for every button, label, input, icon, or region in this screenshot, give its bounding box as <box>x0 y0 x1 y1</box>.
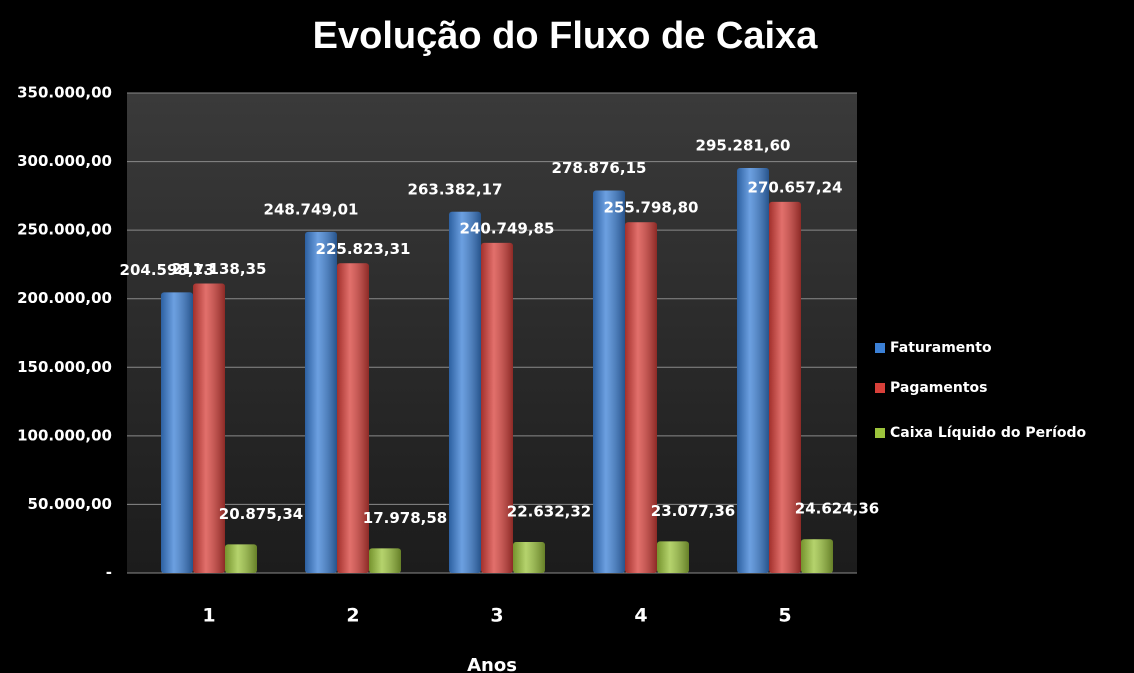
y-tick-label: 100.000,00 <box>17 426 112 444</box>
legend-swatch <box>875 343 885 353</box>
y-tick-label: 300.000,00 <box>17 152 112 170</box>
value-label: 270.657,24 <box>748 178 843 196</box>
legend-swatch <box>875 383 885 393</box>
y-tick-label: 250.000,00 <box>17 221 112 239</box>
legend-label: Caixa Líquido do Período <box>890 425 1087 441</box>
x-tick-label: 3 <box>490 605 503 627</box>
x-tick-label: 1 <box>202 605 215 627</box>
x-axis-title: Anos <box>467 655 517 673</box>
y-tick-label: - <box>106 564 112 582</box>
value-label: 22.632,32 <box>507 502 591 520</box>
legend-label: Pagamentos <box>890 380 988 396</box>
value-label: 211.138,35 <box>172 260 267 278</box>
value-label: 240.749,85 <box>460 219 555 237</box>
y-tick-label: 200.000,00 <box>17 289 112 307</box>
bar <box>737 168 769 574</box>
bar <box>593 190 625 574</box>
value-label: 23.077,36 <box>651 502 735 520</box>
value-label: 263.382,17 <box>408 180 503 198</box>
legend-label: Faturamento <box>890 340 992 356</box>
bar <box>193 283 225 573</box>
bar <box>513 541 545 573</box>
value-label: 204.598,73 <box>120 261 215 279</box>
bar <box>481 242 513 573</box>
x-tick-label: 4 <box>634 605 647 627</box>
value-label: 255.798,80 <box>604 199 699 217</box>
value-label: 20.875,34 <box>219 505 303 523</box>
x-tick-label: 5 <box>778 605 791 627</box>
bar <box>225 544 257 573</box>
legend-swatch <box>875 428 885 438</box>
value-label: 17.978,58 <box>363 509 447 527</box>
y-tick-label: 150.000,00 <box>17 358 112 376</box>
y-tick-label: 350.000,00 <box>17 84 112 102</box>
bar <box>161 292 193 573</box>
x-tick-label: 2 <box>346 605 359 627</box>
chart-title: Evolução do Fluxo de Caixa <box>313 15 819 57</box>
bar <box>449 211 481 573</box>
value-label: 278.876,15 <box>552 159 647 177</box>
y-tick-label: 50.000,00 <box>28 495 112 513</box>
value-label: 248.749,01 <box>264 200 359 218</box>
bar <box>305 231 337 573</box>
bar <box>369 548 401 573</box>
bar <box>801 539 833 573</box>
bar <box>657 541 689 573</box>
value-label: 24.624,36 <box>795 500 879 518</box>
bar <box>625 222 657 573</box>
value-label: 225.823,31 <box>316 240 411 258</box>
value-label: 295.281,60 <box>696 137 791 155</box>
